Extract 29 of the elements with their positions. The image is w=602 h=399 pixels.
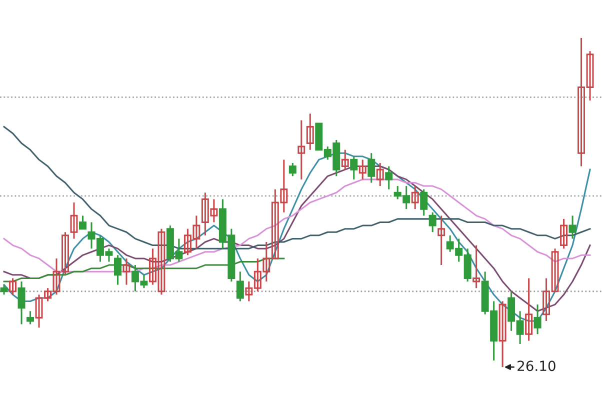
candlestick xyxy=(472,244,480,289)
candlestick xyxy=(350,156,358,180)
candlestick xyxy=(0,284,8,296)
candlestick xyxy=(376,162,384,187)
candlestick xyxy=(438,214,446,266)
annotation: 26.10 xyxy=(518,360,556,372)
candlestick xyxy=(26,310,34,326)
candlestick xyxy=(411,185,419,210)
candlestick xyxy=(306,112,314,151)
candlestick xyxy=(18,280,26,326)
candlestick xyxy=(368,152,376,184)
candlestick xyxy=(428,212,436,233)
candlestick xyxy=(341,149,349,170)
candlestick xyxy=(525,277,533,342)
candlestick xyxy=(568,214,576,240)
candlestick xyxy=(298,119,306,180)
candlestick xyxy=(288,162,296,177)
candlestick xyxy=(498,300,506,368)
candlestick xyxy=(114,254,122,286)
candlestick xyxy=(236,270,244,302)
candlestick xyxy=(122,258,130,286)
candlestick xyxy=(358,158,366,180)
candlestick xyxy=(385,166,393,190)
candlestick xyxy=(9,277,17,296)
candlestick xyxy=(70,202,78,240)
candlestick xyxy=(534,304,542,335)
candlestick xyxy=(420,188,428,216)
candlestick xyxy=(79,214,86,230)
candlestick xyxy=(560,218,568,250)
